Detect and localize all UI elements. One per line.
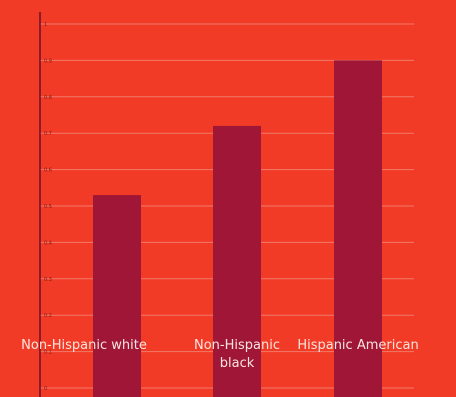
category-label: Non-Hispanic — [194, 338, 280, 353]
y-tick-label: 0.4 — [44, 240, 52, 246]
category-label: Hispanic American — [297, 338, 418, 353]
category-label: Non-Hispanic white — [21, 338, 147, 353]
y-tick-label: 0.1 — [44, 350, 52, 356]
y-tick-label: 0 — [44, 386, 47, 392]
y-tick-label: 0.3 — [44, 277, 52, 283]
y-tick-label: 1 — [44, 22, 47, 28]
y-tick-labels: 0 0.1 0.2 0.3 0.4 0.5 0.6 0.7 0.8 0.9 1 — [44, 22, 52, 392]
category-labels: Non-Hispanic white Non-Hispanic black Hispa… — [21, 338, 419, 371]
y-tick-label: 0.8 — [44, 95, 52, 101]
bars — [93, 60, 382, 397]
y-tick-label: 0.7 — [44, 131, 52, 137]
y-tick-label: 0.2 — [44, 313, 52, 319]
y-tick-label: 0.5 — [44, 204, 52, 210]
y-tick-label: 0.6 — [44, 168, 52, 174]
category-label: black — [220, 356, 255, 371]
bar — [93, 195, 141, 397]
bar — [334, 60, 382, 397]
y-tick-label: 0.9 — [44, 58, 52, 64]
bar — [213, 125, 261, 397]
